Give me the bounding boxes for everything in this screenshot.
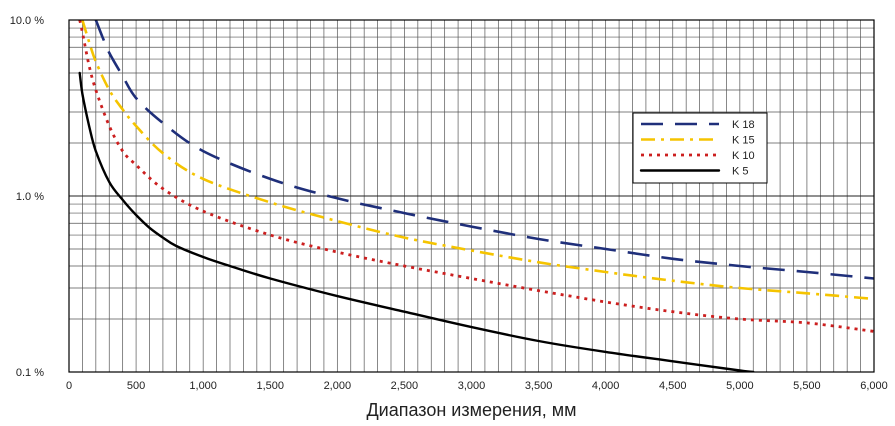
axes <box>68 19 875 373</box>
plot-border <box>68 19 875 373</box>
series-line-k-5 <box>78 71 755 372</box>
x-tick-label: 5,000 <box>726 380 754 392</box>
x-tick-labels: 0 500 1,000 1,500 2,000 2,500 3,000 3,500 4,000 4… <box>66 380 888 392</box>
x-tick-label: 4,500 <box>659 380 687 392</box>
x-tick-label: 1,500 <box>256 380 284 392</box>
x-tick-label: 5,500 <box>793 380 821 392</box>
y-tick-label: 1.0 % <box>16 191 44 203</box>
legend: K 18 K 15 K 10 K 5 <box>632 112 768 184</box>
series-line-k-10 <box>78 20 874 333</box>
x-tick-label: 3,000 <box>458 380 486 392</box>
x-tick-label: 1,000 <box>189 380 217 392</box>
x-tick-label: 4,000 <box>592 380 620 392</box>
x-tick-label: 500 <box>127 380 145 392</box>
x-tick-label: 3,500 <box>525 380 553 392</box>
legend-label: K 15 <box>732 135 755 147</box>
legend-label: K 5 <box>732 166 749 178</box>
x-tick-label: 2,500 <box>391 380 419 392</box>
series-line-k-15 <box>81 20 874 301</box>
x-tick-label: 2,000 <box>324 380 352 392</box>
x-axis-label: Диапазон измерения, мм <box>366 400 576 420</box>
y-tick-label: 0.1 % <box>16 367 44 379</box>
grid <box>69 20 874 372</box>
x-tick-label: 0 <box>66 380 72 392</box>
series-line-k-18 <box>94 20 874 280</box>
legend-label: K 10 <box>732 150 755 162</box>
y-tick-labels: 0.1 % 1.0 % 10.0 % <box>10 15 44 379</box>
series-layer <box>78 20 874 372</box>
legend-label: K 18 <box>732 119 755 131</box>
x-tick-label: 6,000 <box>860 380 888 392</box>
y-tick-label: 10.0 % <box>10 15 44 27</box>
